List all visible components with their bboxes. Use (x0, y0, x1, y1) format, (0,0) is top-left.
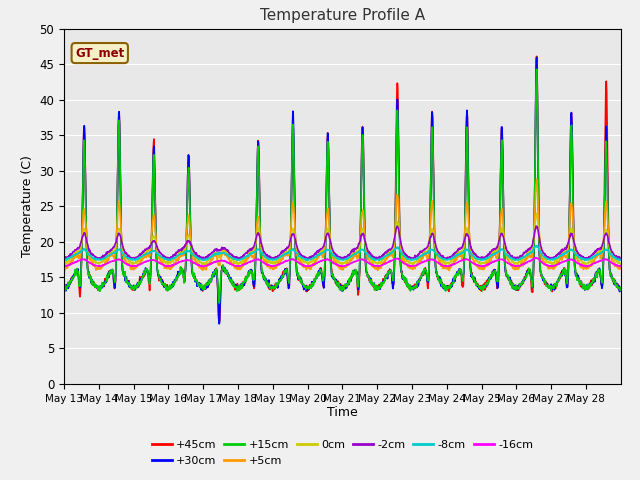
-8cm (617, 256, 625, 262)
+30cm (533, 55, 541, 60)
-2cm (394, 223, 401, 229)
-16cm (60, 263, 68, 269)
-2cm (60, 255, 68, 261)
+45cm (60, 285, 68, 290)
+30cm (328, 273, 336, 278)
-2cm (611, 253, 618, 259)
+30cm (611, 279, 618, 285)
+5cm (445, 268, 453, 274)
Text: GT_met: GT_met (75, 47, 124, 60)
+15cm (611, 279, 618, 285)
-2cm (617, 256, 625, 262)
+15cm (556, 274, 564, 280)
0cm (611, 256, 618, 262)
Y-axis label: Temperature (C): Temperature (C) (21, 156, 34, 257)
0cm (200, 262, 208, 268)
-8cm (147, 249, 155, 255)
-2cm (556, 251, 564, 257)
-16cm (611, 262, 618, 267)
-8cm (611, 254, 618, 260)
Line: -16cm: -16cm (64, 258, 621, 267)
+30cm (317, 270, 325, 276)
+5cm (611, 261, 618, 267)
-16cm (317, 258, 325, 264)
-2cm (317, 246, 325, 252)
0cm (328, 249, 336, 254)
+15cm (328, 272, 336, 278)
+15cm (317, 269, 325, 275)
-2cm (474, 255, 482, 261)
-2cm (328, 245, 336, 251)
Line: 0cm: 0cm (64, 214, 621, 265)
+45cm (328, 269, 336, 275)
+15cm (617, 284, 625, 290)
0cm (60, 260, 68, 266)
-8cm (407, 258, 415, 264)
Line: +30cm: +30cm (64, 58, 621, 324)
+45cm (533, 53, 541, 59)
+5cm (317, 252, 325, 257)
+30cm (60, 283, 68, 288)
Line: -8cm: -8cm (64, 246, 621, 261)
+45cm (147, 258, 155, 264)
+15cm (533, 66, 541, 72)
+45cm (617, 288, 625, 293)
+30cm (147, 259, 155, 264)
+5cm (533, 176, 541, 182)
+30cm (474, 283, 482, 289)
Title: Temperature Profile A: Temperature Profile A (260, 9, 425, 24)
0cm (317, 250, 325, 255)
+45cm (474, 281, 482, 287)
+45cm (611, 278, 618, 284)
-8cm (556, 253, 564, 259)
-8cm (328, 251, 335, 256)
-2cm (164, 257, 172, 263)
0cm (556, 253, 564, 259)
+15cm (147, 258, 155, 264)
Line: +15cm: +15cm (64, 69, 621, 303)
-8cm (532, 243, 540, 249)
-16cm (556, 260, 564, 266)
Line: +45cm: +45cm (64, 56, 621, 323)
Line: -2cm: -2cm (64, 226, 621, 260)
Legend: +45cm, +30cm, +15cm, +5cm, 0cm, -2cm, -8cm, -16cm: +45cm, +30cm, +15cm, +5cm, 0cm, -2cm, -8… (147, 436, 538, 470)
+15cm (60, 286, 68, 291)
+5cm (617, 265, 625, 271)
+30cm (617, 285, 625, 291)
+45cm (556, 276, 564, 282)
+5cm (556, 256, 564, 262)
X-axis label: Time: Time (327, 407, 358, 420)
+5cm (147, 242, 155, 248)
-8cm (317, 251, 325, 257)
Line: +5cm: +5cm (64, 179, 621, 271)
+5cm (60, 264, 68, 269)
-16cm (617, 263, 625, 269)
-16cm (147, 257, 155, 263)
0cm (474, 259, 482, 264)
-16cm (200, 264, 207, 270)
+45cm (317, 269, 325, 275)
0cm (617, 261, 625, 267)
+15cm (474, 282, 482, 288)
+30cm (556, 274, 564, 280)
-16cm (328, 259, 336, 264)
0cm (147, 241, 155, 247)
-8cm (474, 256, 482, 262)
-2cm (147, 241, 155, 247)
+30cm (216, 321, 223, 327)
+45cm (216, 320, 223, 325)
0cm (533, 211, 541, 216)
-8cm (60, 257, 68, 263)
+5cm (474, 264, 482, 270)
-16cm (531, 255, 539, 261)
+5cm (328, 251, 335, 256)
-16cm (474, 263, 482, 268)
+15cm (216, 300, 223, 306)
